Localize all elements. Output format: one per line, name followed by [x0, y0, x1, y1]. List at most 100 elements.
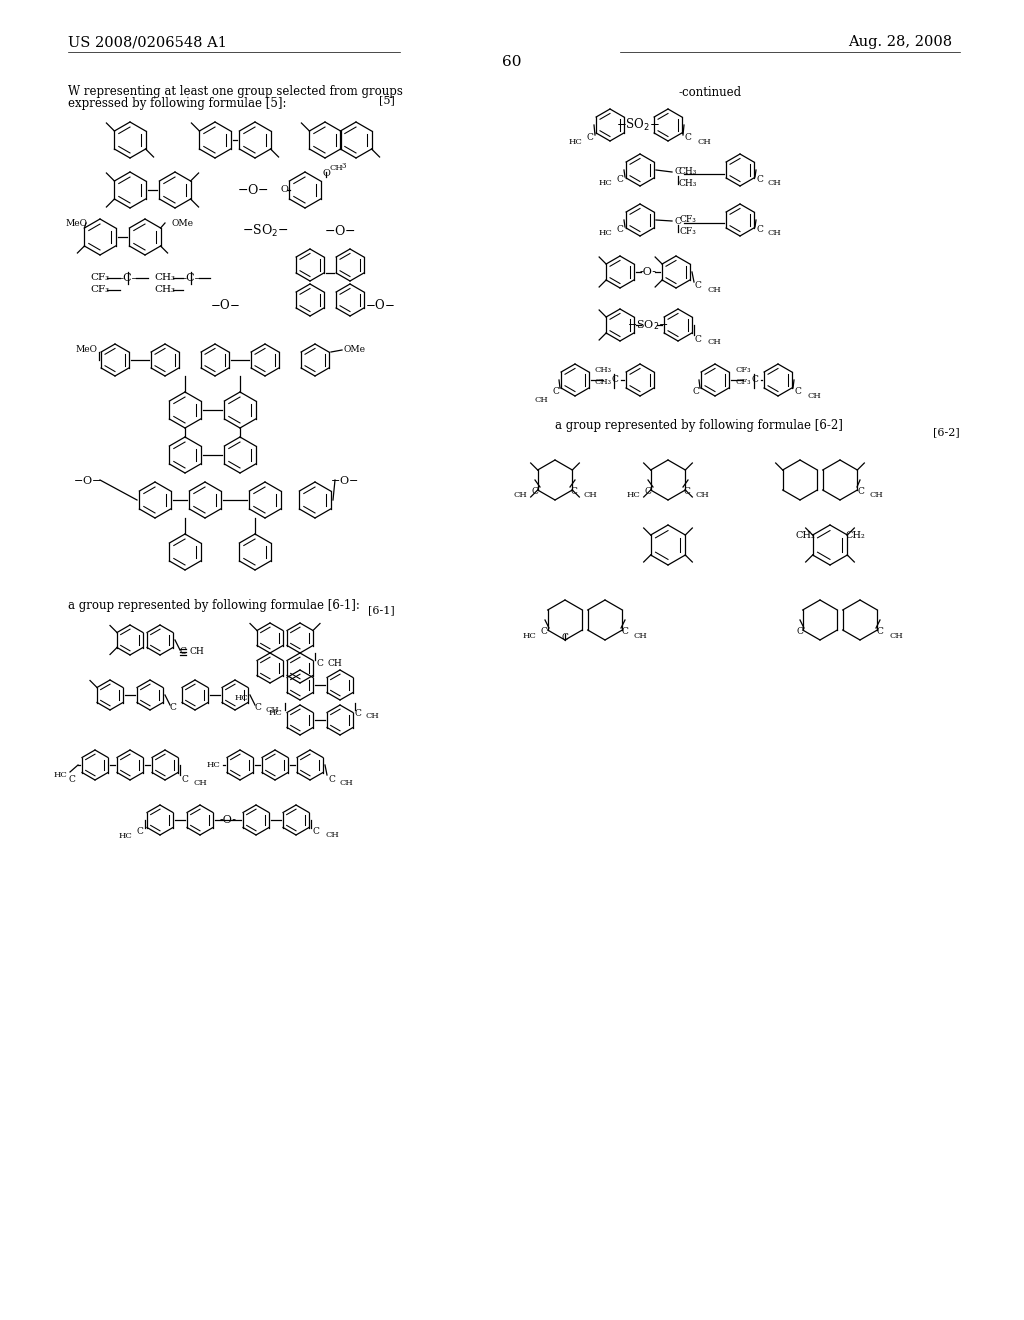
Text: [6-1]: [6-1] [369, 605, 395, 615]
Text: [6-2]: [6-2] [933, 426, 961, 437]
Text: Aug. 28, 2008: Aug. 28, 2008 [848, 36, 952, 49]
Text: $-$SO$_2$$-$: $-$SO$_2$$-$ [242, 223, 288, 239]
Text: C: C [541, 627, 548, 636]
Text: US 2008/0206548 A1: US 2008/0206548 A1 [68, 36, 227, 49]
Text: MeO: MeO [76, 346, 98, 355]
Text: CH: CH [697, 139, 711, 147]
Text: $-$O$\!-$: $-$O$\!-$ [73, 474, 101, 486]
Text: C: C [587, 133, 594, 143]
Text: -continued: -continued [679, 86, 741, 99]
Text: C: C [354, 709, 361, 718]
Text: C: C [622, 627, 629, 636]
Text: C: C [685, 133, 691, 143]
Text: a group represented by following formulae [6-2]: a group represented by following formula… [555, 418, 843, 432]
Text: CH: CH [707, 286, 721, 294]
Text: O: O [280, 186, 288, 194]
Text: CF₃: CF₃ [90, 273, 110, 282]
Text: $-$O$-$: $-$O$-$ [365, 298, 395, 312]
Text: HC: HC [568, 139, 582, 147]
Text: a group represented by following formulae [6-1]:: a group represented by following formula… [68, 598, 359, 611]
Text: CH₃: CH₃ [679, 180, 697, 189]
Text: C: C [570, 487, 578, 495]
Text: CH: CH [768, 180, 781, 187]
Text: CH: CH [696, 491, 710, 499]
Text: HC: HC [522, 632, 536, 640]
Text: C: C [644, 487, 651, 495]
Text: C: C [694, 334, 701, 343]
Text: CH: CH [707, 338, 721, 346]
Text: CH: CH [513, 491, 527, 499]
Text: —C—: —C— [176, 273, 207, 282]
Text: C: C [170, 704, 176, 713]
Text: C: C [181, 776, 188, 784]
Text: $-$O$-$: $-$O$-$ [238, 183, 269, 197]
Text: HC: HC [627, 491, 640, 499]
Text: [5]: [5] [379, 95, 395, 106]
Text: $-$SO$_2$$-$: $-$SO$_2$$-$ [616, 117, 659, 133]
Text: CH: CH [327, 660, 342, 668]
Text: —C—: —C— [113, 273, 143, 282]
Text: C: C [616, 226, 624, 235]
Text: CH₂: CH₂ [795, 531, 815, 540]
Text: -O-: -O- [219, 814, 237, 825]
Text: CH: CH [325, 832, 339, 840]
Text: C: C [611, 375, 618, 384]
Text: C: C [136, 828, 143, 837]
Text: $-$O$\!-$: $-$O$\!-$ [330, 474, 358, 486]
Text: CF₃: CF₃ [735, 378, 751, 385]
Text: C: C [752, 375, 759, 384]
Text: HC: HC [598, 180, 612, 187]
Text: C: C [797, 627, 804, 636]
Text: C: C [329, 776, 336, 784]
Text: C: C [312, 828, 319, 837]
Text: CH₃: CH₃ [155, 273, 175, 282]
Text: CF₃: CF₃ [735, 366, 751, 374]
Text: C: C [316, 660, 324, 668]
Text: -O-: -O- [640, 267, 656, 277]
Text: CH₃: CH₃ [155, 285, 175, 294]
Text: C: C [553, 388, 559, 396]
Text: W representing at least one group selected from groups: W representing at least one group select… [68, 86, 402, 99]
Text: CH: CH [634, 632, 648, 640]
Text: 3: 3 [342, 162, 346, 170]
Text: HC: HC [118, 832, 132, 840]
Text: CH: CH [889, 632, 903, 640]
Text: CH: CH [340, 779, 353, 787]
Text: CH: CH [535, 396, 548, 404]
Text: OMe: OMe [344, 346, 366, 355]
Text: CF₃: CF₃ [90, 285, 110, 294]
Text: HC: HC [234, 694, 248, 702]
Text: CF₃: CF₃ [680, 215, 696, 224]
Text: C: C [877, 627, 884, 636]
Text: C: C [675, 216, 681, 226]
Text: HC: HC [53, 771, 67, 779]
Text: CH: CH [365, 711, 379, 719]
Text: HC: HC [268, 709, 282, 717]
Text: C: C [684, 487, 690, 495]
Text: O: O [323, 169, 330, 177]
Text: C: C [857, 487, 864, 495]
Text: C: C [757, 176, 764, 185]
Text: C: C [616, 176, 624, 185]
Text: CH: CH [193, 779, 207, 787]
Text: CH₃: CH₃ [679, 168, 697, 177]
Text: expressed by following formulae [5]:: expressed by following formulae [5]: [68, 98, 287, 111]
Text: CH₂: CH₂ [845, 531, 865, 540]
Text: CH: CH [807, 392, 821, 400]
Text: OMe: OMe [171, 219, 193, 227]
Text: MeO: MeO [66, 219, 88, 227]
Text: CH₃: CH₃ [595, 378, 611, 385]
Text: C: C [675, 168, 681, 177]
Text: C: C [795, 388, 802, 396]
Text: C: C [692, 388, 699, 396]
Text: $-$O$-$: $-$O$-$ [324, 224, 356, 238]
Text: C: C [255, 704, 261, 713]
Text: CH: CH [265, 706, 279, 714]
Text: HC: HC [206, 762, 220, 770]
Text: CF₃: CF₃ [680, 227, 696, 236]
Text: $-$O$-$: $-$O$-$ [210, 298, 240, 312]
Text: C: C [561, 632, 568, 642]
Text: C: C [757, 226, 764, 235]
Text: CH: CH [330, 164, 344, 172]
Text: C: C [179, 648, 186, 656]
